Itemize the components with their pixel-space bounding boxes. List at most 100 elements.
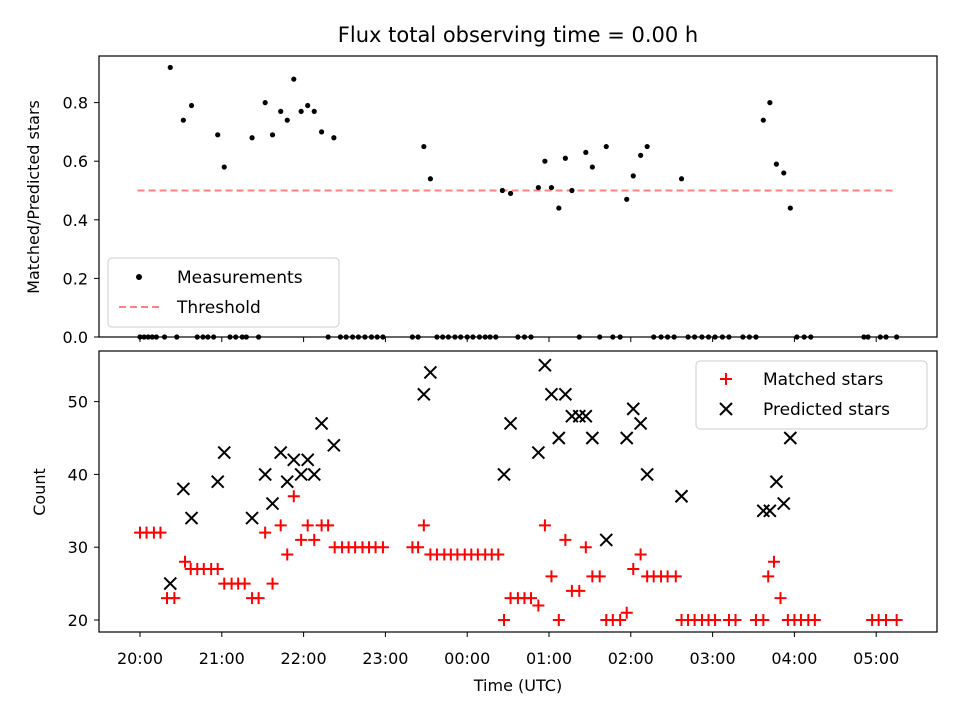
measurement-point bbox=[305, 102, 311, 109]
ratio-panel: Flux total observing time = 0.00 h 0.0 0.… bbox=[24, 23, 938, 347]
predicted-star-point bbox=[258, 467, 272, 482]
matched-star-point bbox=[412, 541, 425, 554]
count-x-tick-label: 23:00 bbox=[362, 649, 408, 668]
predicted-star-point bbox=[633, 416, 648, 431]
count-x-axis-label: Time (UTC) bbox=[473, 676, 562, 695]
predicted-star-point bbox=[777, 496, 791, 511]
count-y-tick-label: 50 bbox=[68, 393, 88, 412]
matched-star-point bbox=[579, 541, 592, 554]
measurement-point bbox=[583, 149, 589, 156]
measurement-point bbox=[542, 158, 548, 164]
measurement-point bbox=[180, 117, 186, 123]
legend-matched-marker bbox=[720, 373, 732, 385]
matched-star-point bbox=[762, 570, 775, 583]
count-x-tick-label: 22:00 bbox=[281, 649, 327, 668]
predicted-star-point bbox=[287, 453, 301, 467]
measurement-point bbox=[767, 100, 773, 106]
matched-star-point bbox=[614, 614, 627, 626]
measurement-point bbox=[318, 129, 325, 135]
predicted-star-point bbox=[294, 467, 308, 482]
count-x-tick-label: 20:00 bbox=[117, 649, 163, 668]
matched-star-point bbox=[417, 519, 430, 532]
matched-star-point bbox=[532, 599, 545, 612]
matched-star-point bbox=[238, 577, 251, 590]
ratio-y-tick-label: 0.0 bbox=[63, 328, 88, 347]
matched-star-point bbox=[274, 519, 287, 532]
count-legend-box bbox=[695, 360, 928, 430]
ratio-legend-box bbox=[107, 257, 340, 328]
predicted-star-point bbox=[572, 409, 586, 423]
predicted-star-point bbox=[503, 416, 518, 431]
matched-star-point bbox=[545, 570, 558, 583]
legend-matched-label: Matched stars bbox=[763, 370, 883, 390]
predicted-star-point bbox=[620, 431, 634, 445]
measurement-point bbox=[624, 196, 630, 202]
chart-title: Flux total observing time = 0.00 h bbox=[338, 23, 698, 47]
matched-star-point bbox=[634, 548, 647, 561]
count-y-tick-label: 30 bbox=[68, 538, 88, 557]
matched-star-point bbox=[281, 548, 294, 561]
measurement-point bbox=[215, 132, 221, 138]
legend-measurements-marker bbox=[136, 274, 142, 280]
measurement-point bbox=[548, 184, 555, 191]
matched-star-point bbox=[757, 614, 770, 626]
predicted-stars-points bbox=[163, 358, 798, 591]
measurement-point bbox=[269, 132, 276, 138]
matched-star-point bbox=[295, 533, 308, 546]
count-x-tick-label: 01:00 bbox=[526, 649, 572, 668]
predicted-star-point bbox=[314, 416, 329, 431]
count-legend: Matched stars Predicted stars bbox=[695, 360, 928, 430]
matched-star-point bbox=[525, 592, 538, 605]
matched-star-point bbox=[322, 519, 335, 532]
measurement-point bbox=[291, 76, 297, 82]
ratio-y-axis-label: Matched/Predicted stars bbox=[24, 100, 43, 294]
matched-star-point bbox=[573, 584, 586, 597]
matched-star-point bbox=[301, 519, 314, 532]
measurement-point bbox=[589, 164, 595, 170]
ratio-y-ticks: 0.0 0.2 0.4 0.6 0.8 bbox=[63, 94, 99, 347]
measurement-point bbox=[773, 161, 780, 167]
matched-star-point bbox=[178, 555, 191, 568]
count-x-tick-label: 03:00 bbox=[690, 649, 736, 668]
count-y-tick-label: 40 bbox=[68, 465, 88, 484]
matched-star-point bbox=[266, 577, 279, 590]
predicted-star-point bbox=[273, 445, 288, 460]
matched-star-point bbox=[890, 614, 903, 626]
ratio-y-tick-label: 0.4 bbox=[63, 211, 88, 230]
measurement-point bbox=[188, 102, 195, 109]
predicted-star-point bbox=[217, 445, 231, 460]
measurement-point bbox=[678, 176, 685, 182]
ratio-y-tick-label: 0.6 bbox=[63, 152, 88, 171]
measurement-point bbox=[644, 143, 650, 150]
ratio-legend: Measurements Threshold bbox=[107, 257, 340, 328]
measurement-point bbox=[787, 205, 793, 211]
measurement-point bbox=[535, 184, 541, 191]
predicted-star-point bbox=[423, 365, 438, 380]
legend-threshold-label: Threshold bbox=[176, 298, 261, 318]
ratio-x-ticks bbox=[139, 337, 877, 342]
predicted-star-point bbox=[769, 474, 784, 489]
legend-measurements-label: Measurements bbox=[177, 268, 303, 288]
predicted-star-point bbox=[552, 431, 566, 445]
matched-star-point bbox=[627, 563, 640, 576]
count-y-axis-label: Count bbox=[30, 468, 49, 516]
predicted-star-point bbox=[538, 358, 552, 372]
count-x-tick-label: 21:00 bbox=[199, 649, 245, 668]
measurement-point bbox=[630, 173, 636, 179]
predicted-star-point bbox=[245, 511, 259, 525]
ratio-y-tick-label: 0.8 bbox=[63, 94, 88, 113]
matched-star-point bbox=[252, 592, 265, 605]
predicted-star-point bbox=[640, 467, 654, 482]
count-x-tick-label: 05:00 bbox=[853, 649, 899, 668]
predicted-star-point bbox=[763, 504, 777, 518]
measurement-point bbox=[311, 108, 317, 114]
measurement-point bbox=[278, 108, 284, 114]
predicted-star-point bbox=[585, 431, 600, 445]
predicted-star-point bbox=[307, 467, 321, 482]
predicted-star-point bbox=[579, 409, 593, 423]
predicted-star-point bbox=[300, 453, 315, 467]
matched-star-point bbox=[308, 533, 321, 546]
measurement-point bbox=[221, 164, 227, 170]
